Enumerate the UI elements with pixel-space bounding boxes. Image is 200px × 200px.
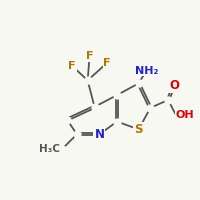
Text: F: F (86, 51, 93, 61)
Text: NH₂: NH₂ (135, 66, 158, 76)
Text: F: F (103, 58, 111, 68)
Text: S: S (134, 123, 143, 136)
Text: F: F (68, 61, 76, 71)
Text: O: O (169, 79, 179, 92)
Text: OH: OH (176, 110, 194, 120)
Text: N: N (94, 128, 104, 141)
Text: H₃C: H₃C (39, 144, 60, 154)
